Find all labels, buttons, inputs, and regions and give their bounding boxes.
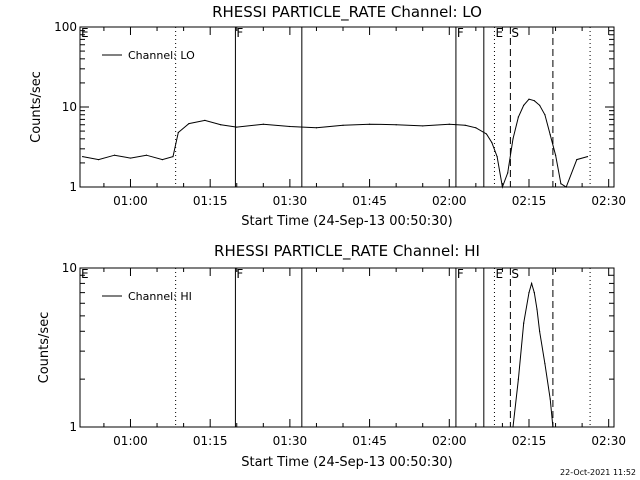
- data-point: [576, 159, 578, 161]
- y-axis-label: Counts/sec: [29, 71, 44, 143]
- data-point: [507, 172, 509, 174]
- data-point: [161, 159, 163, 161]
- data-point: [544, 363, 546, 365]
- data-point: [464, 124, 466, 126]
- marker-label-6: E: [495, 26, 503, 40]
- x-axis-label: Start Time (24-Sep-13 00:50:30): [241, 214, 452, 229]
- data-point: [177, 131, 179, 134]
- chart-title: RHESSI PARTICLE_RATE Channel: LO: [212, 3, 482, 22]
- data-point: [342, 124, 344, 126]
- x-tick-label: 01:30: [273, 434, 308, 448]
- chart-panel-lo: RHESSI PARTICLE_RATE Channel: LOE F F E S110…: [29, 3, 626, 229]
- x-tick-label: 02:30: [591, 434, 626, 448]
- data-point: [512, 138, 514, 140]
- y-axis-label: Counts/sec: [37, 312, 52, 384]
- x-tick-label: 01:15: [193, 194, 228, 208]
- data-point: [496, 155, 498, 158]
- x-tick-label: 01:00: [113, 434, 148, 448]
- data-point: [512, 426, 514, 428]
- marker-label-7: S: [511, 26, 519, 40]
- x-tick-label: 01:15: [193, 434, 228, 448]
- data-point: [544, 114, 546, 116]
- data-point: [517, 378, 519, 380]
- data-point: [368, 123, 371, 125]
- data-point: [517, 116, 519, 118]
- data-point: [531, 282, 533, 285]
- data-point: [220, 124, 222, 126]
- x-tick-label: 02:15: [512, 194, 547, 208]
- data-point: [204, 119, 206, 121]
- data-point: [236, 126, 238, 128]
- marker-label-7: S: [511, 267, 519, 281]
- data-point: [188, 123, 190, 125]
- x-tick-label: 01:30: [273, 194, 308, 208]
- marker-label-0: E: [81, 26, 89, 40]
- data-point: [565, 186, 567, 188]
- marker-label-4: F: [457, 267, 464, 281]
- legend-label: Channel: HI: [128, 290, 192, 303]
- x-tick-label: 02:15: [512, 434, 547, 448]
- series-line-0: [512, 281, 554, 428]
- data-point: [289, 125, 291, 128]
- x-axis-label: Start Time (24-Sep-13 00:50:30): [241, 455, 452, 470]
- y-tick-label: 1: [69, 180, 77, 194]
- marker-label-0: E: [81, 267, 89, 281]
- data-point: [129, 157, 132, 159]
- marker-label-2: F: [236, 26, 243, 40]
- data-point: [533, 292, 535, 294]
- data-point: [82, 155, 84, 158]
- chart-title: RHESSI PARTICLE_RATE Channel: HI: [214, 242, 480, 261]
- data-point: [501, 186, 504, 188]
- data-point: [533, 100, 535, 102]
- data-point: [523, 322, 525, 324]
- marker-label-6: E: [495, 267, 503, 281]
- data-point: [315, 127, 318, 129]
- marker-label-2: F: [236, 267, 243, 281]
- footer-timestamp: 22-Oct-2021 11:52: [560, 468, 636, 477]
- x-tick-label: 02:00: [432, 434, 467, 448]
- data-point: [172, 155, 174, 158]
- data-point: [549, 398, 551, 400]
- y-tick-label: 1: [69, 420, 77, 434]
- data-point: [523, 104, 525, 106]
- x-tick-label: 02:00: [432, 194, 467, 208]
- marker-label-4: F: [457, 26, 464, 40]
- data-point: [536, 308, 538, 310]
- y-tick-label: 10: [62, 261, 77, 275]
- data-point: [475, 127, 477, 129]
- data-point: [539, 104, 541, 106]
- chart-panel-hi: RHESSI PARTICLE_RATE Channel: HIE F F E S110…: [37, 242, 626, 470]
- plot-frame: [79, 267, 615, 428]
- data-point: [97, 159, 100, 161]
- y-tick-label: 100: [54, 20, 77, 34]
- series-line-0: [82, 98, 588, 189]
- data-point: [560, 183, 562, 185]
- data-point: [448, 123, 450, 125]
- data-point: [586, 155, 589, 158]
- data-point: [485, 133, 488, 135]
- legend-label: Channel: LO: [128, 49, 195, 62]
- data-point: [491, 141, 493, 144]
- data-point: [539, 330, 541, 332]
- data-point: [549, 134, 551, 136]
- x-tick-label: 01:45: [352, 194, 387, 208]
- data-point: [528, 98, 530, 100]
- data-point: [554, 154, 557, 156]
- x-tick-label: 01:00: [113, 194, 148, 208]
- data-point: [422, 125, 424, 127]
- data-point: [145, 154, 148, 156]
- data-point: [528, 292, 530, 294]
- x-tick-label: 02:30: [591, 194, 626, 208]
- y-tick-label: 10: [62, 100, 77, 114]
- data-point: [395, 124, 397, 126]
- data-point: [113, 154, 116, 156]
- x-tick-label: 01:45: [352, 434, 387, 448]
- data-point: [262, 123, 264, 125]
- data-point: [552, 426, 554, 428]
